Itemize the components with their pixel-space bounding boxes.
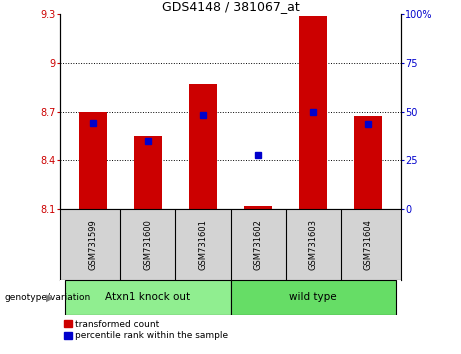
Text: Atxn1 knock out: Atxn1 knock out [106,292,190,302]
Bar [355,116,382,209]
Title: GDS4148 / 381067_at: GDS4148 / 381067_at [162,0,299,13]
Bar [230,280,396,315]
Text: GSM731599: GSM731599 [89,219,97,270]
Text: genotype/variation: genotype/variation [5,293,91,302]
Legend: transformed count, percentile rank within the sample: transformed count, percentile rank withi… [65,320,228,340]
Bar [134,136,162,209]
Text: ▶: ▶ [46,292,53,302]
Text: GSM731603: GSM731603 [308,219,318,270]
Text: GSM731602: GSM731602 [254,219,262,270]
Text: wild type: wild type [289,292,337,302]
Text: GSM731600: GSM731600 [143,219,153,270]
Text: GSM731604: GSM731604 [364,219,372,270]
Text: GSM731601: GSM731601 [199,219,207,270]
Bar [79,112,106,209]
Bar [299,16,327,209]
Bar [189,84,217,209]
Bar [244,206,272,209]
Bar [65,280,230,315]
